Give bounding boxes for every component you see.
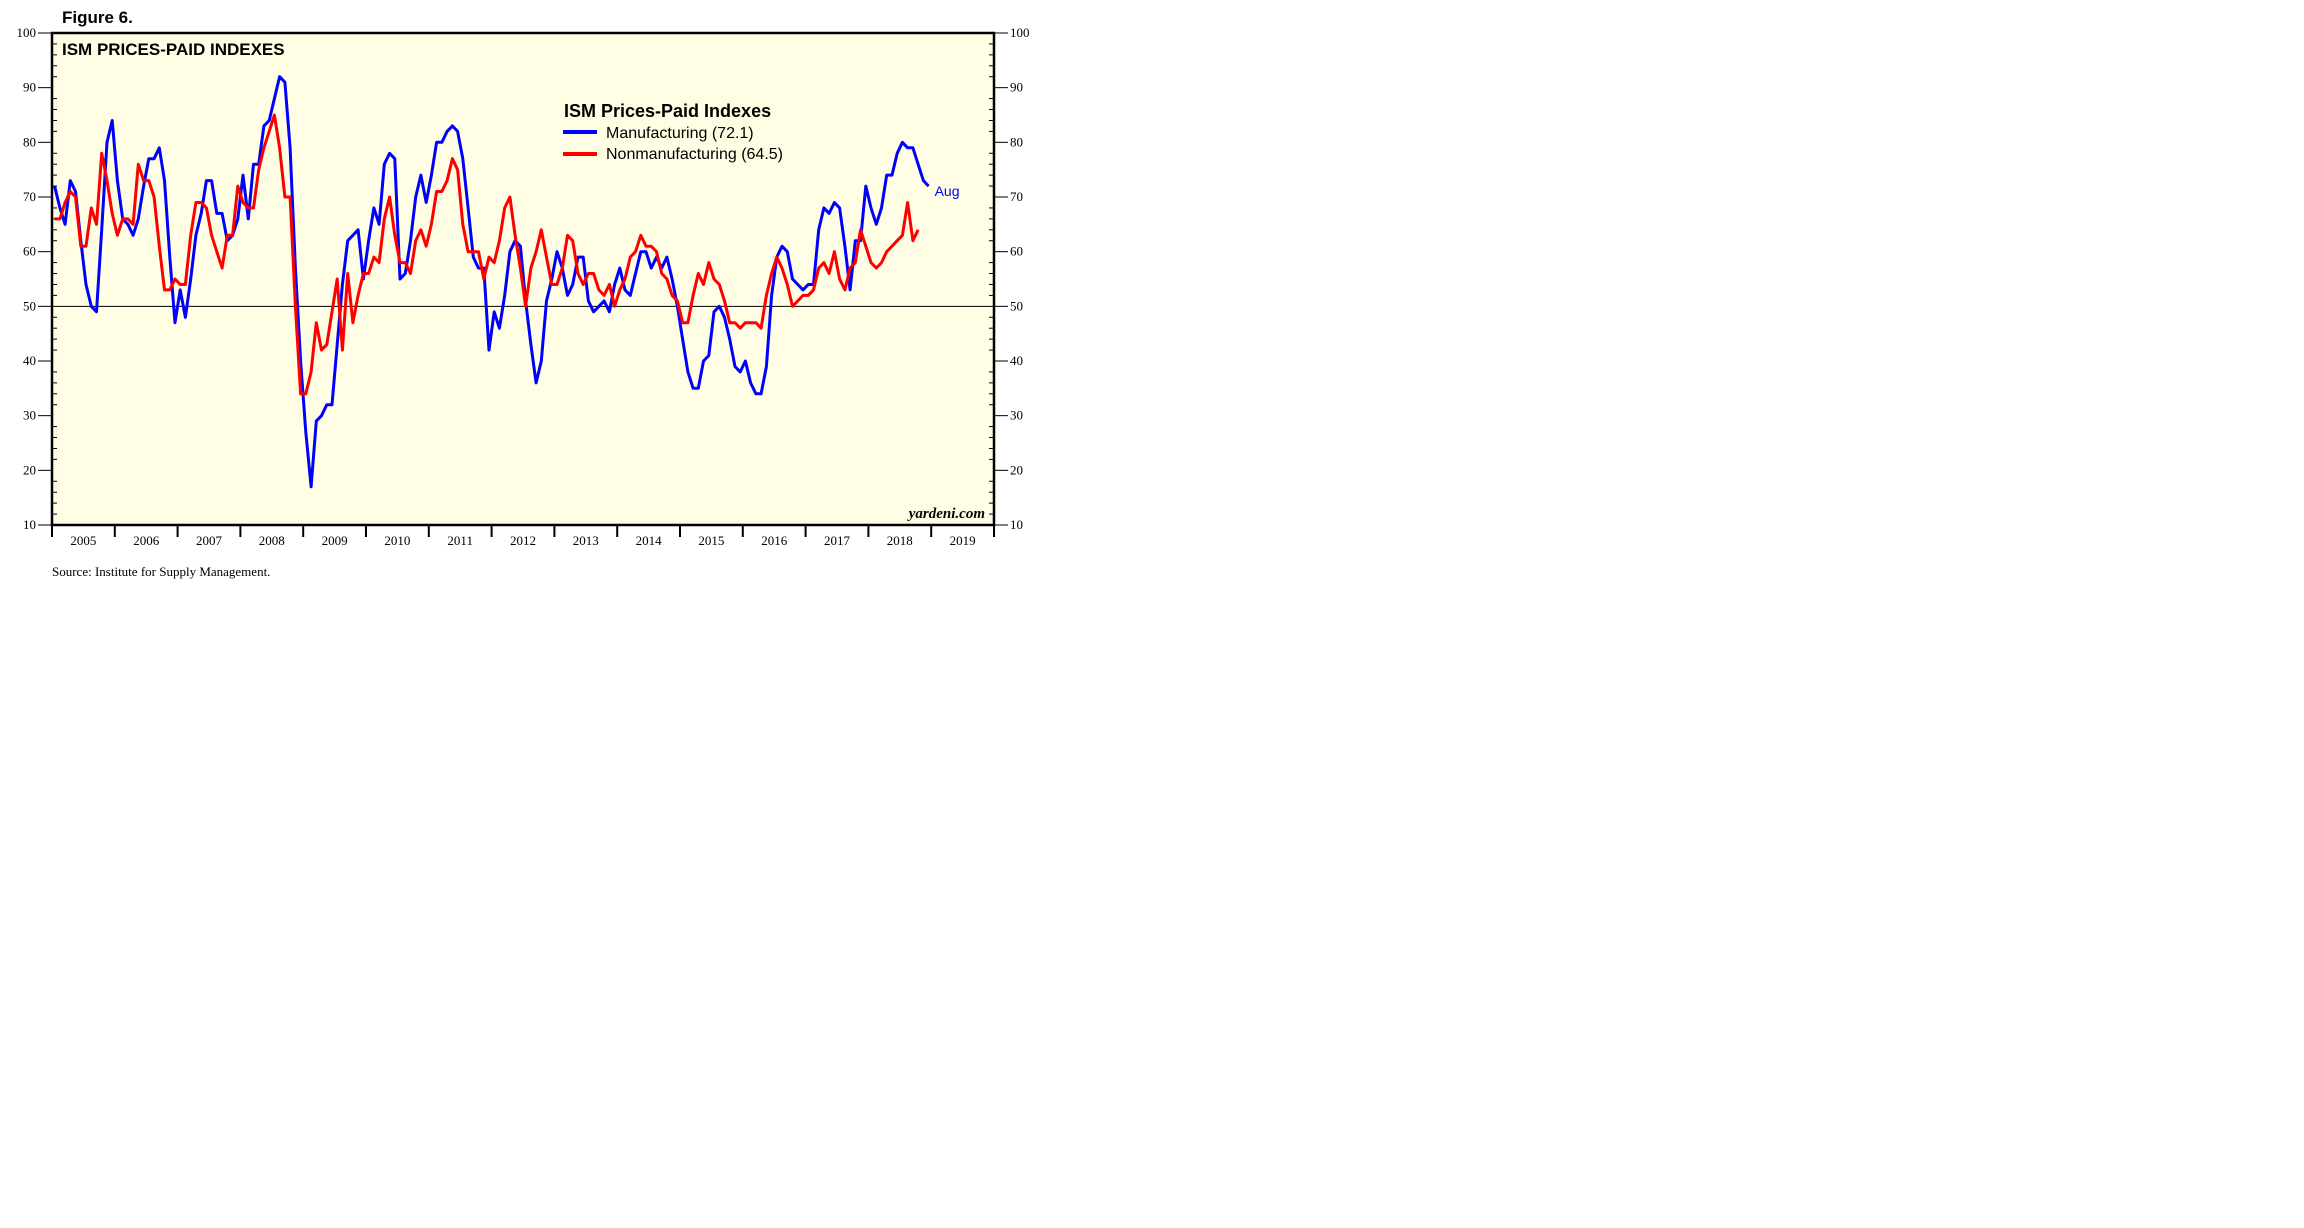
x-tick-label: 2013	[573, 533, 599, 548]
y-tick-label-right: 30	[1010, 408, 1023, 423]
x-tick-label: 2009	[322, 533, 348, 548]
y-tick-label-left: 10	[23, 517, 36, 532]
legend-label-nonmanufacturing: Nonmanufacturing (64.5)	[606, 146, 783, 163]
source-note: Source: Institute for Supply Management.	[52, 564, 270, 579]
y-tick-label-left: 60	[23, 244, 36, 259]
y-tick-label-right: 90	[1010, 80, 1023, 95]
legend-label-manufacturing: Manufacturing (72.1)	[606, 125, 754, 142]
x-tick-label: 2014	[636, 533, 663, 548]
y-tick-label-right: 40	[1010, 353, 1023, 368]
x-tick-label: 2016	[761, 533, 788, 548]
y-tick-label-right: 60	[1010, 244, 1023, 259]
y-tick-label-left: 100	[17, 25, 37, 40]
y-tick-label-left: 20	[23, 462, 36, 477]
y-tick-label-right: 100	[1010, 25, 1030, 40]
x-tick-label: 2019	[950, 533, 976, 548]
x-tick-label: 2010	[384, 533, 410, 548]
y-tick-label-left: 80	[23, 134, 36, 149]
axes: 10 10 20 20 30 30 40 40 50 50 60 60 70 70 80 80 90 90 100 1…	[17, 25, 1030, 548]
nonmanufacturing-line	[54, 113, 920, 396]
y-tick-label-left: 70	[23, 189, 36, 204]
y-tick-label-right: 20	[1010, 462, 1023, 477]
x-tick-label: 2006	[133, 533, 160, 548]
x-tick-label: 2011	[447, 533, 473, 548]
watermark: yardeni.com	[907, 506, 985, 522]
legend-title: ISM Prices-Paid Indexes	[564, 101, 771, 121]
x-tick-label: 2012	[510, 533, 536, 548]
y-tick-label-right: 80	[1010, 134, 1023, 149]
manufacturing-line	[53, 75, 930, 489]
figure-label: Figure 6.	[62, 8, 133, 27]
x-tick-label: 2005	[70, 533, 96, 548]
y-tick-label-left: 30	[23, 408, 36, 423]
x-tick-label: 2018	[887, 533, 913, 548]
x-tick-label: 2017	[824, 533, 851, 548]
y-tick-label-left: 40	[23, 353, 36, 368]
y-tick-label-right: 50	[1010, 298, 1023, 313]
panel-title: ISM PRICES-PAID INDEXES	[62, 40, 285, 59]
legend: ISM Prices-Paid Indexes Manufacturing (7…	[563, 101, 783, 163]
x-tick-label: 2008	[259, 533, 285, 548]
y-tick-label-right: 10	[1010, 517, 1023, 532]
y-tick-label-left: 90	[23, 80, 36, 95]
x-tick-label: 2007	[196, 533, 223, 548]
y-tick-label-right: 70	[1010, 189, 1023, 204]
x-tick-label: 2015	[698, 533, 724, 548]
y-tick-label-left: 50	[23, 298, 36, 313]
end-label: Aug	[935, 183, 960, 199]
